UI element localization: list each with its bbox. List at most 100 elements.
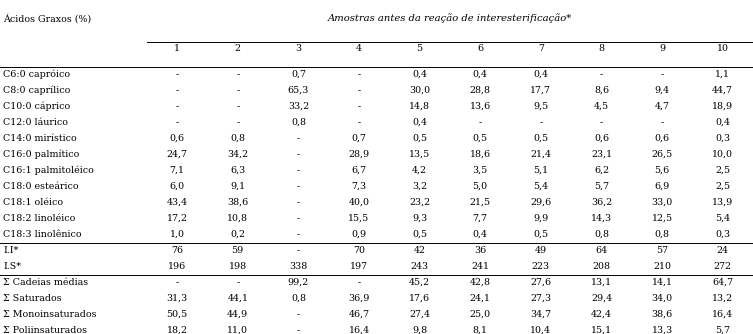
Text: 1: 1 — [174, 44, 180, 53]
Text: Σ Cadeias médias: Σ Cadeias médias — [3, 278, 88, 287]
Text: Σ Poliinsaturados: Σ Poliinsaturados — [3, 326, 87, 334]
Text: 9: 9 — [659, 44, 665, 53]
Text: 16,4: 16,4 — [712, 310, 733, 319]
Text: Σ Monoinsaturados: Σ Monoinsaturados — [3, 310, 96, 319]
Text: 24,1: 24,1 — [470, 294, 491, 303]
Text: 30,0: 30,0 — [409, 86, 430, 95]
Text: I.I*: I.I* — [3, 246, 18, 255]
Text: 0,5: 0,5 — [473, 134, 488, 143]
Text: 198: 198 — [229, 262, 247, 271]
Text: 2,5: 2,5 — [715, 182, 730, 191]
Text: 38,6: 38,6 — [227, 198, 248, 207]
Text: 24,7: 24,7 — [166, 150, 187, 159]
Text: -: - — [175, 70, 178, 79]
Text: 0,4: 0,4 — [412, 70, 427, 79]
Text: 65,3: 65,3 — [288, 86, 309, 95]
Text: -: - — [297, 310, 300, 319]
Text: 3,5: 3,5 — [473, 166, 488, 175]
Text: -: - — [297, 198, 300, 207]
Text: 0,9: 0,9 — [352, 230, 367, 239]
Text: -: - — [236, 102, 239, 111]
Text: -: - — [358, 70, 361, 79]
Text: 12,5: 12,5 — [651, 214, 672, 223]
Text: 31,3: 31,3 — [166, 294, 187, 303]
Text: 4,7: 4,7 — [654, 102, 669, 111]
Text: 9,1: 9,1 — [230, 182, 245, 191]
Text: 13,1: 13,1 — [591, 278, 612, 287]
Text: 9,5: 9,5 — [533, 102, 548, 111]
Text: -: - — [539, 118, 542, 127]
Text: 27,4: 27,4 — [409, 310, 430, 319]
Text: 27,3: 27,3 — [530, 294, 551, 303]
Text: 13,5: 13,5 — [409, 150, 430, 159]
Text: -: - — [358, 278, 361, 287]
Text: 0,4: 0,4 — [715, 118, 730, 127]
Text: 38,6: 38,6 — [651, 310, 672, 319]
Text: -: - — [297, 246, 300, 255]
Text: 33,0: 33,0 — [651, 198, 672, 207]
Text: 9,8: 9,8 — [412, 326, 427, 334]
Text: 14,8: 14,8 — [409, 102, 430, 111]
Text: 0,5: 0,5 — [533, 230, 548, 239]
Text: 28,8: 28,8 — [470, 86, 491, 95]
Text: 3,2: 3,2 — [412, 182, 427, 191]
Text: 42,4: 42,4 — [591, 310, 612, 319]
Text: 17,7: 17,7 — [530, 86, 551, 95]
Text: 64,7: 64,7 — [712, 278, 733, 287]
Text: 13,2: 13,2 — [712, 294, 733, 303]
Text: 29,6: 29,6 — [530, 198, 551, 207]
Text: -: - — [236, 86, 239, 95]
Text: C14:0 mirístico: C14:0 mirístico — [3, 134, 77, 143]
Text: 0,3: 0,3 — [715, 230, 730, 239]
Text: -: - — [479, 118, 482, 127]
Text: -: - — [297, 134, 300, 143]
Text: 0,7: 0,7 — [291, 70, 306, 79]
Text: 50,5: 50,5 — [166, 310, 187, 319]
Text: 76: 76 — [171, 246, 183, 255]
Text: 26,5: 26,5 — [651, 150, 672, 159]
Text: 243: 243 — [410, 262, 428, 271]
Text: 36,9: 36,9 — [349, 294, 370, 303]
Text: 15,1: 15,1 — [591, 326, 612, 334]
Text: 8,1: 8,1 — [473, 326, 488, 334]
Text: 10: 10 — [717, 44, 729, 53]
Text: -: - — [660, 70, 663, 79]
Text: 10,8: 10,8 — [227, 214, 248, 223]
Text: C8:0 caprílico: C8:0 caprílico — [3, 86, 70, 95]
Text: 0,7: 0,7 — [352, 134, 367, 143]
Text: 21,5: 21,5 — [470, 198, 491, 207]
Text: 70: 70 — [353, 246, 365, 255]
Text: 196: 196 — [168, 262, 186, 271]
Text: -: - — [600, 118, 603, 127]
Text: 27,6: 27,6 — [530, 278, 551, 287]
Text: C18:1 oléico: C18:1 oléico — [3, 198, 63, 207]
Text: 0,2: 0,2 — [230, 230, 245, 239]
Text: 14,3: 14,3 — [591, 214, 612, 223]
Text: -: - — [297, 182, 300, 191]
Text: 1,0: 1,0 — [169, 230, 184, 239]
Text: 23,2: 23,2 — [409, 198, 430, 207]
Text: C18:3 linolênico: C18:3 linolênico — [3, 230, 81, 239]
Text: 2: 2 — [235, 44, 241, 53]
Text: 7: 7 — [538, 44, 544, 53]
Text: 241: 241 — [471, 262, 489, 271]
Text: I.S*: I.S* — [3, 262, 21, 271]
Text: -: - — [297, 230, 300, 239]
Text: 29,4: 29,4 — [591, 294, 612, 303]
Text: 0,6: 0,6 — [169, 134, 184, 143]
Text: 0,5: 0,5 — [412, 134, 427, 143]
Text: 18,6: 18,6 — [470, 150, 491, 159]
Text: -: - — [358, 102, 361, 111]
Text: 17,2: 17,2 — [166, 214, 187, 223]
Text: 2,5: 2,5 — [715, 166, 730, 175]
Text: 10,0: 10,0 — [712, 150, 733, 159]
Text: Ácidos Graxos (%): Ácidos Graxos (%) — [3, 13, 91, 23]
Text: 6,2: 6,2 — [594, 166, 609, 175]
Text: 272: 272 — [714, 262, 732, 271]
Text: 5,1: 5,1 — [533, 166, 548, 175]
Text: C18:2 linoléico: C18:2 linoléico — [3, 214, 75, 223]
Text: 0,6: 0,6 — [594, 134, 609, 143]
Text: 28,9: 28,9 — [349, 150, 370, 159]
Text: 0,5: 0,5 — [533, 134, 548, 143]
Text: 223: 223 — [532, 262, 550, 271]
